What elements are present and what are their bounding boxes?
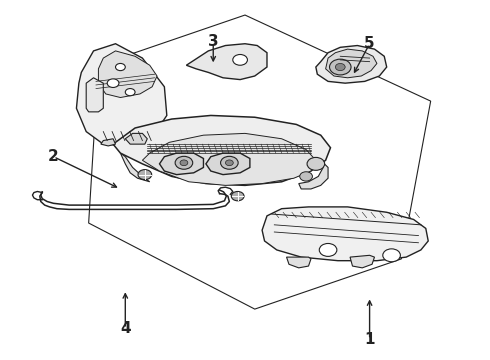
Polygon shape: [86, 78, 103, 112]
Circle shape: [180, 160, 188, 166]
Circle shape: [330, 59, 351, 75]
Polygon shape: [186, 44, 267, 80]
Circle shape: [335, 63, 345, 71]
Text: 4: 4: [120, 321, 131, 336]
Circle shape: [383, 249, 400, 262]
Polygon shape: [98, 51, 157, 98]
Polygon shape: [143, 134, 316, 185]
Polygon shape: [113, 116, 331, 185]
Polygon shape: [316, 45, 387, 83]
Circle shape: [231, 192, 244, 201]
Polygon shape: [350, 255, 374, 268]
Polygon shape: [287, 257, 311, 268]
Circle shape: [300, 172, 313, 181]
Polygon shape: [89, 15, 431, 309]
Polygon shape: [76, 44, 167, 146]
Circle shape: [125, 89, 135, 96]
Polygon shape: [262, 207, 428, 261]
Polygon shape: [206, 153, 250, 175]
Circle shape: [319, 243, 337, 256]
Circle shape: [220, 156, 238, 169]
Text: 1: 1: [365, 332, 375, 347]
Circle shape: [233, 54, 247, 65]
Polygon shape: [159, 153, 203, 175]
Polygon shape: [101, 139, 116, 146]
Circle shape: [175, 156, 193, 169]
Polygon shape: [299, 160, 328, 189]
Polygon shape: [121, 153, 150, 182]
Circle shape: [225, 160, 233, 166]
Circle shape: [138, 170, 152, 180]
Circle shape: [307, 157, 325, 170]
Polygon shape: [326, 49, 377, 78]
Circle shape: [116, 63, 125, 71]
Text: 2: 2: [48, 149, 59, 164]
Polygon shape: [125, 134, 147, 144]
Text: 3: 3: [208, 35, 219, 49]
Text: 5: 5: [364, 36, 375, 51]
Circle shape: [107, 79, 119, 87]
